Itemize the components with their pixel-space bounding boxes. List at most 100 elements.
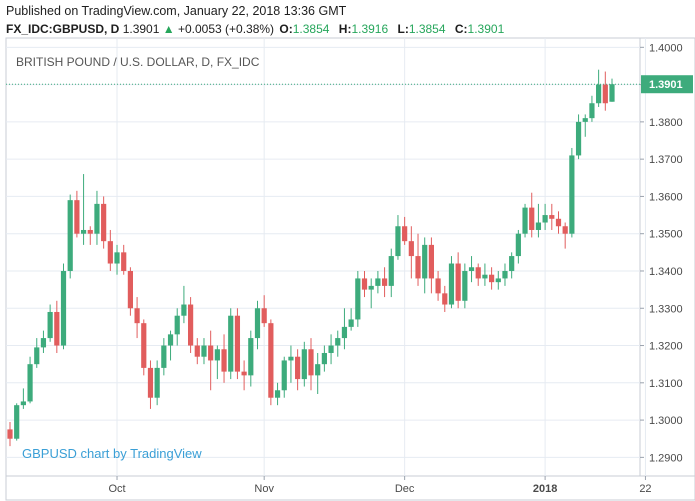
candle-up bbox=[569, 155, 575, 234]
high-value: 1.3916 bbox=[351, 22, 389, 36]
candle-up bbox=[388, 256, 394, 286]
price-tick-label: 1.3800 bbox=[649, 117, 683, 129]
candle-up bbox=[67, 200, 73, 271]
candle-up bbox=[20, 401, 26, 406]
candle-down bbox=[549, 215, 555, 219]
close-label: C: bbox=[454, 22, 468, 36]
close-value: 1.3901 bbox=[467, 22, 505, 36]
candle-down bbox=[74, 200, 80, 234]
candle-up bbox=[214, 349, 220, 361]
published-line: Published on TradingView.com, January 22… bbox=[6, 4, 347, 18]
candle-up bbox=[575, 121, 582, 156]
candle-up bbox=[482, 274, 488, 279]
candle-up bbox=[27, 364, 33, 402]
time-tick-label: Nov bbox=[254, 483, 274, 495]
candle-up bbox=[47, 311, 53, 339]
candle-up bbox=[40, 338, 47, 348]
open-value: 1.3854 bbox=[292, 22, 330, 36]
candle-down bbox=[208, 345, 214, 361]
candle-up bbox=[542, 215, 548, 223]
candle-down bbox=[428, 244, 434, 279]
candle-up bbox=[181, 304, 187, 316]
high-label: H: bbox=[338, 22, 352, 36]
candle-down bbox=[415, 256, 421, 279]
open-label: O: bbox=[279, 22, 293, 36]
candle-up bbox=[321, 352, 327, 365]
price-tick-label: 1.3400 bbox=[649, 266, 683, 278]
candle-up bbox=[495, 278, 501, 283]
last-price: 1.3901 bbox=[122, 22, 160, 36]
candle-up bbox=[535, 222, 542, 230]
candle-down bbox=[402, 226, 408, 242]
candle-down bbox=[489, 274, 495, 283]
candle-up bbox=[60, 270, 67, 346]
price-tick-label: 1.3300 bbox=[649, 303, 683, 315]
price-tick-label: 1.3100 bbox=[649, 378, 683, 390]
candle-up bbox=[167, 334, 174, 346]
candle-down bbox=[562, 226, 568, 234]
time-tick-label: Oct bbox=[108, 483, 125, 495]
candle-down bbox=[361, 278, 368, 290]
candle-up bbox=[281, 360, 287, 391]
candle-up bbox=[609, 84, 615, 102]
candle-up bbox=[114, 252, 120, 264]
candle-up bbox=[328, 345, 334, 353]
price-tick-label: 1.3000 bbox=[649, 415, 683, 427]
candle-down bbox=[381, 278, 388, 286]
low-value: 1.3854 bbox=[408, 22, 446, 36]
candle-down bbox=[408, 241, 414, 257]
candle-up bbox=[34, 347, 40, 365]
candle-up bbox=[448, 263, 455, 305]
candle-up bbox=[288, 356, 294, 361]
candle-down bbox=[127, 270, 133, 309]
symbol-label: FX_IDC:GBPUSD, D bbox=[6, 22, 120, 36]
time-axis bbox=[5, 475, 695, 501]
candle-down bbox=[442, 293, 448, 305]
candle-up bbox=[422, 244, 428, 279]
candle-up bbox=[174, 315, 180, 335]
candle-up bbox=[468, 267, 475, 271]
low-label: L: bbox=[397, 22, 409, 36]
candle-up bbox=[161, 345, 167, 368]
candle-down bbox=[121, 252, 127, 271]
chart-header: Published on TradingView.com, January 22… bbox=[0, 0, 695, 38]
candle-down bbox=[188, 304, 194, 346]
candle-down bbox=[234, 315, 241, 372]
candle-up bbox=[375, 278, 381, 286]
candle-up bbox=[274, 390, 281, 398]
candle-down bbox=[141, 323, 147, 368]
candle-down bbox=[268, 323, 274, 398]
candle-down bbox=[602, 84, 608, 104]
price-tick-label: 1.2900 bbox=[649, 452, 683, 464]
candle-up bbox=[14, 405, 20, 439]
candle-up bbox=[301, 349, 307, 380]
candle-up bbox=[509, 256, 515, 271]
time-tick-label: 22 bbox=[639, 483, 651, 495]
time-tick-label: Dec bbox=[395, 483, 415, 495]
candle-down bbox=[555, 218, 562, 227]
candle-down bbox=[455, 263, 461, 301]
price-tick-label: 1.3500 bbox=[649, 229, 683, 241]
price-tick-label: 1.3200 bbox=[649, 341, 683, 353]
time-tick-label: 2018 bbox=[533, 483, 557, 495]
candle-up bbox=[348, 319, 354, 327]
price-tick-label: 1.3600 bbox=[649, 191, 683, 203]
candle-up bbox=[589, 103, 595, 119]
candle-up bbox=[201, 345, 207, 357]
last-price-badge-label: 1.3901 bbox=[649, 79, 683, 91]
candle-up bbox=[395, 226, 401, 257]
candle-up bbox=[335, 338, 341, 346]
candle-down bbox=[147, 367, 154, 398]
candle-up bbox=[502, 270, 508, 279]
price-axis bbox=[639, 37, 695, 477]
candle-down bbox=[101, 203, 107, 242]
candle-up bbox=[522, 207, 528, 234]
candle-up bbox=[596, 84, 602, 104]
candle-up bbox=[94, 203, 100, 234]
candle-down bbox=[295, 356, 301, 380]
candle-down bbox=[529, 207, 535, 230]
candle-up bbox=[228, 315, 234, 372]
candle-up bbox=[254, 308, 261, 339]
candle-up bbox=[582, 118, 588, 122]
